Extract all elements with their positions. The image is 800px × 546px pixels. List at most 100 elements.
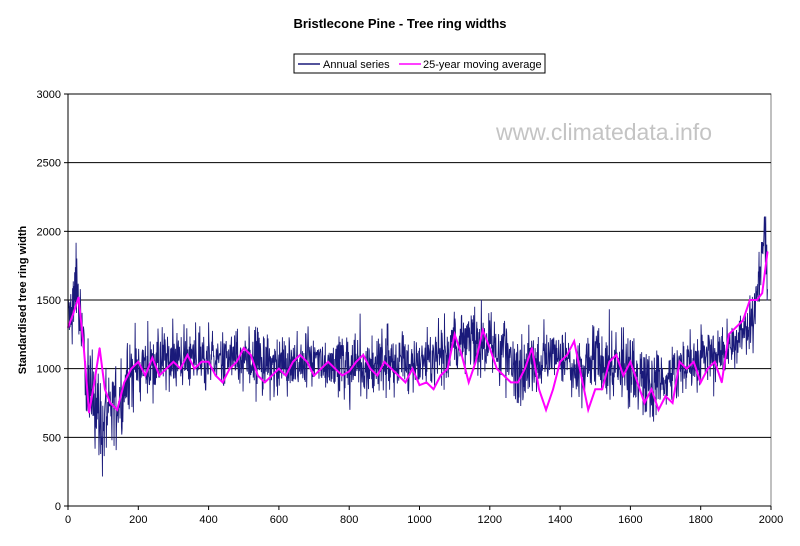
legend-label-moving-average: 25-year moving average: [423, 59, 542, 71]
moving-average-point: [93, 381, 96, 384]
moving-average-point: [566, 354, 568, 356]
y-axis-label: Standardised tree ring width: [17, 225, 29, 374]
moving-average-point: [186, 354, 189, 356]
moving-average-point: [531, 347, 533, 349]
moving-average-point: [594, 388, 597, 391]
moving-average-point: [650, 388, 653, 391]
moving-average-point: [355, 361, 358, 363]
moving-average-point: [123, 381, 126, 384]
moving-average-point: [200, 361, 203, 363]
moving-average-point: [278, 367, 280, 370]
moving-average-point: [692, 361, 695, 363]
moving-average-point: [573, 340, 575, 343]
moving-average-point: [383, 361, 386, 363]
chart-title: Bristlecone Pine - Tree ring widths: [293, 16, 506, 31]
x-tick-label: 600: [270, 514, 288, 526]
moving-average-point: [545, 409, 547, 411]
moving-average-point: [699, 381, 702, 384]
moving-average-point: [285, 374, 287, 377]
moving-average-point: [320, 367, 322, 370]
moving-average-series: [67, 251, 769, 414]
moving-average-point: [474, 361, 477, 363]
moving-average-point: [517, 381, 519, 384]
moving-average-point: [193, 367, 196, 370]
moving-average-point: [432, 388, 435, 391]
y-tick-label: 1500: [37, 295, 61, 307]
moving-average-point: [116, 409, 119, 411]
moving-average-point: [306, 361, 308, 363]
moving-average-point: [151, 356, 154, 359]
moving-average-point: [327, 361, 329, 363]
moving-average-point: [404, 381, 407, 384]
moving-average-point: [664, 395, 667, 397]
moving-average-point: [615, 354, 618, 356]
moving-average-point: [671, 402, 674, 404]
moving-average-point: [439, 374, 442, 377]
moving-average-point: [496, 367, 498, 370]
moving-average-point: [271, 374, 273, 377]
moving-average-point: [481, 329, 484, 332]
moving-average-point: [559, 361, 561, 363]
moving-average-point: [587, 409, 590, 411]
x-tick-label: 1800: [688, 514, 712, 526]
moving-average-point: [580, 374, 582, 377]
moving-average-point: [72, 312, 75, 315]
tick-labels: 0 500 1000 1500 2000 2500 3000 0 200 400 600 800 100…: [37, 89, 784, 526]
moving-average-point: [678, 361, 681, 363]
moving-average-point: [362, 354, 365, 356]
x-tick-label: 1200: [478, 514, 502, 526]
moving-average-point: [685, 367, 688, 370]
moving-average-point: [144, 374, 147, 377]
moving-average-point: [257, 374, 259, 377]
moving-average-point: [158, 374, 161, 377]
moving-average-point: [524, 367, 526, 370]
moving-average-point: [756, 299, 758, 301]
moving-average-point: [749, 299, 751, 301]
moving-average-point: [104, 388, 106, 391]
moving-average-point: [264, 381, 266, 384]
y-tick-label: 0: [55, 501, 61, 513]
moving-average-point: [235, 361, 238, 363]
moving-average-point: [411, 367, 414, 370]
moving-average-point: [249, 354, 252, 356]
legend-label-annual: Annual series: [323, 59, 390, 71]
moving-average-point: [425, 381, 428, 384]
moving-average-point: [88, 411, 90, 414]
moving-average-point: [77, 296, 80, 299]
moving-average-point: [489, 347, 491, 349]
moving-average-point: [130, 367, 133, 370]
moving-average-point: [713, 361, 716, 363]
moving-average-point: [467, 381, 470, 384]
moving-average-point: [242, 347, 245, 349]
moving-average-point: [207, 361, 210, 363]
moving-average-point: [348, 370, 351, 373]
y-tick-label: 2000: [37, 226, 61, 238]
y-tick-label: 500: [43, 432, 61, 444]
moving-average-point: [735, 326, 737, 329]
x-tick-label: 0: [65, 514, 71, 526]
moving-average-point: [165, 367, 168, 370]
x-tick-label: 1000: [407, 514, 431, 526]
moving-average-point: [728, 333, 730, 336]
watermark-text: www.climatedata.info: [495, 119, 712, 145]
y-tick-label: 1000: [37, 364, 61, 376]
moving-average-point: [643, 402, 646, 404]
moving-average-point: [341, 374, 343, 377]
moving-average-point: [137, 361, 140, 363]
moving-average-point: [766, 251, 769, 253]
moving-average-point: [538, 388, 540, 391]
moving-average-point: [706, 367, 709, 370]
legend: Annual series 25-year moving average: [293, 53, 546, 74]
moving-average-point: [418, 384, 421, 386]
moving-average-point: [720, 381, 723, 384]
x-tick-label: 1600: [618, 514, 642, 526]
moving-average-point: [179, 367, 182, 370]
moving-average-point: [657, 409, 660, 411]
y-tick-label: 2500: [37, 158, 61, 170]
moving-average-point: [299, 354, 301, 356]
moving-average-point: [172, 361, 175, 363]
moving-average-point: [83, 347, 85, 349]
x-tick-label: 1400: [548, 514, 572, 526]
moving-average-point: [334, 367, 336, 370]
moving-average-point: [761, 292, 764, 294]
